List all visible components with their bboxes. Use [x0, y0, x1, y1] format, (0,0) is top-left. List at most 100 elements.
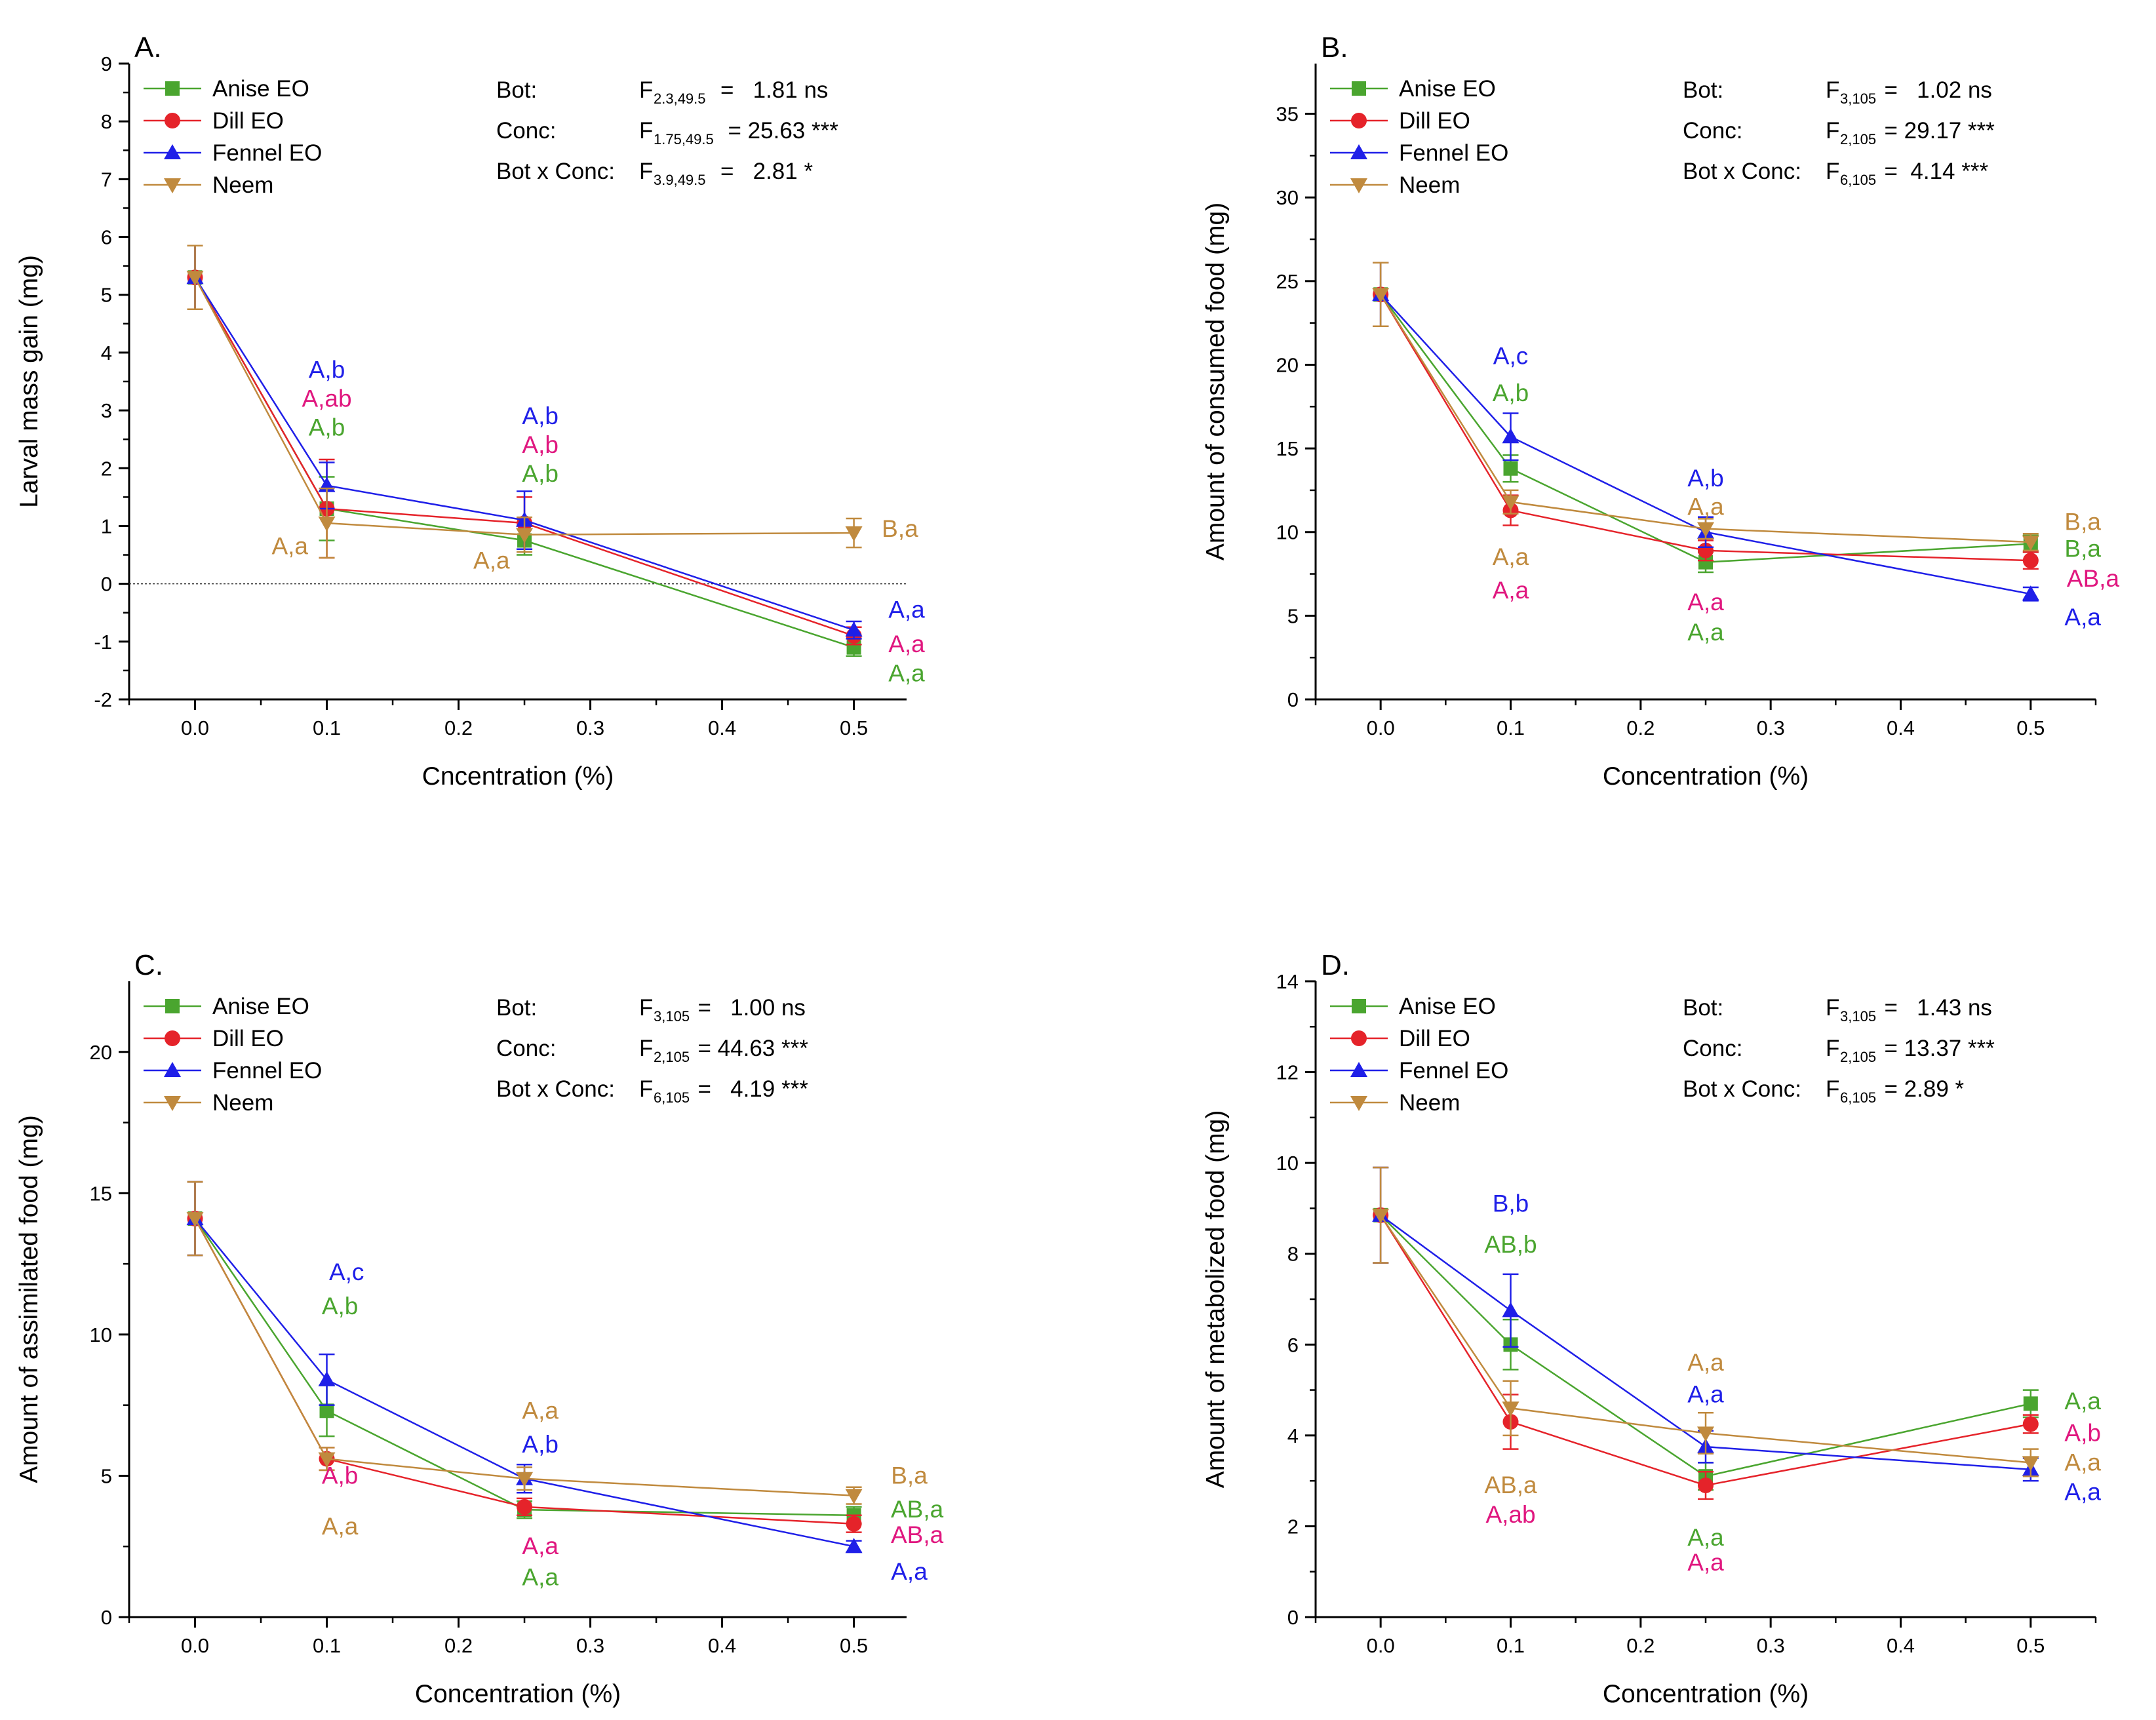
legend-label: Fennel EO: [212, 140, 322, 166]
panel-label: C.: [134, 949, 163, 981]
stats-label: Conc:: [496, 1036, 556, 1061]
y-tick-label: 15: [90, 1182, 112, 1205]
stats-value: = 29.17 ***: [1885, 118, 1995, 144]
x-tick-label: 0.1: [313, 716, 341, 739]
stats-value: = 1.81 ns: [720, 77, 828, 103]
series-neem: [186, 1181, 863, 1505]
legend-marker: [165, 81, 180, 96]
y-tick-label: 5: [101, 284, 112, 307]
significance-label: A,b: [522, 431, 559, 458]
y-tick-label: 14: [1276, 970, 1299, 993]
data-point: [845, 1538, 863, 1554]
significance-label: B,a: [891, 1462, 928, 1489]
significance-label: A,a: [888, 596, 925, 623]
y-tick-label: 35: [1276, 103, 1299, 126]
y-tick-label: 1: [101, 515, 112, 538]
y-tick-label: 8: [101, 110, 112, 133]
stats-df: 6,105: [654, 1089, 690, 1106]
stats-df: 3,105: [1840, 90, 1876, 107]
legend-item: Neem: [1330, 172, 1460, 198]
legend-label: Fennel EO: [212, 1058, 322, 1084]
series-neem: [1372, 262, 2039, 552]
significance-label: AB,b: [1484, 1231, 1537, 1258]
stats-f: F: [1826, 1036, 1839, 1061]
x-tick-label: 0.5: [840, 1634, 868, 1657]
legend-label: Dill EO: [212, 108, 284, 134]
panel-b: 0 5 10 15 20 25 30 35 0.0 0.1 0.2 0.3 0.4 0.5 Concentr…: [1202, 31, 2120, 791]
panel-label: D.: [1321, 949, 1350, 981]
data-point: [1502, 1401, 1519, 1417]
significance-label: A,c: [1493, 343, 1528, 370]
data-point: [2022, 536, 2039, 551]
legend-marker: [165, 1030, 180, 1046]
legend-item: Neem: [144, 1090, 273, 1116]
stats-row: Bot: F 3,105 = 1.02 ns: [1683, 77, 1992, 107]
data-point: [845, 621, 863, 637]
significance-label: A,a: [2064, 604, 2101, 631]
legend-label: Neem: [1399, 1090, 1460, 1116]
legend-item: Neem: [144, 172, 273, 198]
significance-label: A,a: [1687, 493, 1724, 520]
significance-label: A,a: [888, 631, 925, 657]
data-point: [846, 1515, 862, 1532]
y-tick-label: 3: [101, 399, 112, 422]
panel-label: A.: [134, 31, 162, 64]
data-point: [845, 526, 863, 542]
series-line: [1380, 1214, 2031, 1471]
stats-f: F: [1826, 159, 1839, 184]
legend-marker: [164, 1062, 181, 1077]
legend-item: Anise EO: [1330, 994, 1496, 1019]
stats-df: 6,105: [1840, 172, 1876, 188]
data-point: [2022, 1416, 2039, 1432]
panel-d: 0 2 4 6 8 10 12 14 0.0 0.1 0.2 0.3 0.4 0.5 Concentrati…: [1202, 949, 2101, 1708]
significance-label: A,a: [522, 1397, 559, 1424]
x-tick-label: 0.3: [576, 716, 604, 739]
significance-label: A,a: [1687, 1549, 1724, 1576]
significance-label: A,b: [309, 414, 345, 441]
stats-value: = 25.63 ***: [728, 118, 839, 144]
significance-label: A,c: [329, 1259, 364, 1285]
stats-label: Bot:: [1683, 995, 1723, 1021]
y-tick-label: 4: [1287, 1424, 1299, 1447]
data-point: [1372, 1208, 1390, 1224]
legend-label: Dill EO: [1399, 108, 1470, 134]
legend-label: Neem: [212, 1090, 273, 1116]
legend-marker: [1350, 1096, 1367, 1111]
x-tick-label: 0.4: [1887, 1634, 1915, 1657]
significance-label: A,a: [1687, 1349, 1724, 1376]
data-point: [2022, 553, 2039, 569]
stats-f: F: [639, 77, 653, 103]
data-point: [318, 1452, 336, 1468]
series-line: [1380, 1214, 2031, 1477]
y-tick-label: 12: [1276, 1061, 1299, 1084]
stats-row: Bot x Conc: F 3.9,49.5 = 2.81 *: [496, 159, 813, 188]
stats-row: Conc: F 2,105 = 13.37 ***: [1683, 1036, 1995, 1065]
legend-marker: [1352, 999, 1366, 1013]
legend-marker: [164, 144, 181, 159]
legend-item: Neem: [1330, 1090, 1460, 1116]
significance-label: A,a: [891, 1558, 928, 1585]
significance-label: A,b: [1493, 380, 1529, 406]
legend-label: Anise EO: [212, 994, 309, 1019]
legend-item: Dill EO: [1330, 108, 1470, 134]
legend-item: Anise EO: [144, 994, 309, 1019]
legend-marker: [1351, 113, 1367, 128]
data-point: [318, 517, 336, 532]
legend-label: Anise EO: [1399, 76, 1496, 102]
stats-row: Conc: F 2,105 = 29.17 ***: [1683, 118, 1995, 147]
significance-label: A,a: [1687, 1381, 1724, 1408]
y-tick-label: -2: [94, 688, 112, 711]
significance-label: A,b: [322, 1293, 359, 1319]
x-tick-label: 0.5: [840, 716, 868, 739]
y-tick-label: 15: [1276, 437, 1299, 460]
data-point: [1502, 1302, 1519, 1318]
legend-marker: [165, 113, 180, 128]
stats-df: 3.9,49.5: [654, 172, 706, 188]
stats-row: Bot x Conc: F 6,105 = 2.89 *: [1683, 1076, 1965, 1106]
significance-label: A,a: [522, 1564, 559, 1591]
legend-marker: [1350, 144, 1367, 159]
data-point: [1502, 495, 1519, 511]
y-tick-label: 25: [1276, 270, 1299, 293]
y-tick-label: 5: [1287, 604, 1299, 627]
significance-label: A,a: [1493, 543, 1529, 570]
